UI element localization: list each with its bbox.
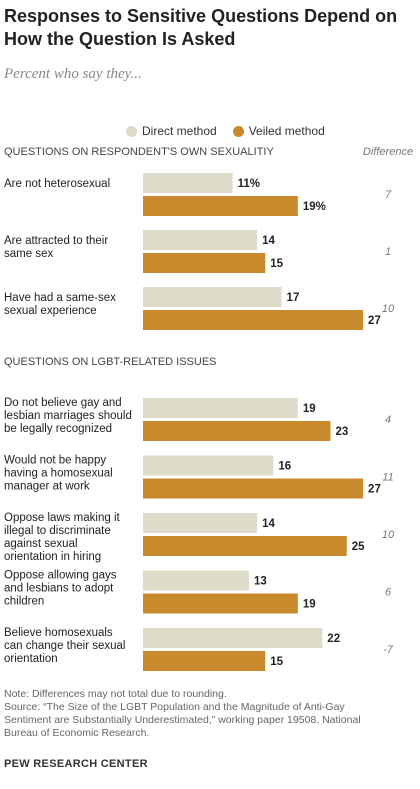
bar-direct — [143, 570, 249, 591]
category-label: can change their sexual — [4, 640, 125, 652]
bar-direct — [143, 628, 323, 648]
category-label: Are attracted to their — [4, 235, 108, 247]
bar-veiled — [143, 478, 364, 499]
data-label-direct: 17 — [287, 292, 300, 304]
data-label-direct: 19 — [303, 403, 316, 415]
category-label: same sex — [4, 248, 53, 260]
legend-item-veiled: Veiled method — [232, 124, 325, 138]
data-label-direct: 13 — [254, 576, 267, 588]
legend-label-veiled: Veiled method — [248, 124, 325, 138]
bar-veiled — [143, 310, 364, 330]
difference-value: 11 — [382, 472, 393, 484]
category-label: orientation in hiring — [4, 551, 101, 563]
category-label: illegal to discriminate — [4, 525, 111, 537]
category-label: orientation — [4, 653, 58, 665]
chart-title: Responses to Sensitive Questions Depend … — [4, 6, 398, 49]
category-label: Would not be happy — [4, 455, 106, 467]
data-label-veiled: 15 — [270, 258, 283, 270]
data-label-veiled: 19 — [303, 599, 316, 611]
source-line: Bureau of Economic Research. — [4, 727, 150, 739]
bar-direct — [143, 398, 298, 418]
data-label-direct: 22 — [327, 633, 340, 645]
category-label: and lesbians to adopt — [4, 583, 114, 595]
category-label: Oppose laws making it — [4, 512, 120, 524]
bar-direct — [143, 230, 258, 250]
difference-value: 4 — [385, 414, 391, 426]
bar-direct — [143, 173, 233, 193]
category-label: Believe homosexuals — [4, 627, 113, 639]
legend-label-direct: Direct method — [142, 124, 217, 138]
data-label-veiled: 23 — [335, 426, 348, 438]
legend: Direct method Veiled method — [126, 124, 341, 138]
category-label: against sexual — [4, 538, 78, 550]
bar-chart: Difference QUESTIONS ON RESPONDENT'S OWN … — [4, 146, 413, 671]
bar-direct — [143, 287, 282, 307]
category-label: children — [4, 596, 44, 608]
difference-value: 10 — [382, 303, 395, 315]
category-label: be legally recognized — [4, 423, 112, 435]
bar-veiled — [143, 536, 347, 556]
category-label: lesbian marriages should — [4, 410, 132, 422]
chart-subtitle: Percent who say they... — [4, 66, 142, 82]
category-label: Are not heterosexual — [4, 178, 110, 190]
data-label-direct: 14 — [262, 518, 275, 530]
bar-veiled — [143, 651, 266, 671]
legend-swatch-direct — [126, 125, 137, 137]
section-header: QUESTIONS ON RESPONDENT'S OWN SEXUALITIY — [4, 146, 274, 158]
difference-header: Difference — [363, 146, 413, 158]
difference-value: 7 — [385, 189, 392, 201]
category-label: manager at work — [4, 481, 90, 493]
data-label-direct: 11% — [238, 178, 260, 190]
bar-direct — [143, 455, 274, 476]
data-label-direct: 14 — [262, 235, 275, 247]
data-label-veiled: 25 — [352, 541, 365, 553]
legend-swatch-veiled — [232, 125, 244, 137]
difference-value: -7 — [383, 644, 394, 656]
category-label: Have had a same-sex — [4, 292, 116, 304]
legend-item-direct: Direct method — [126, 124, 217, 138]
difference-value: 6 — [385, 587, 392, 599]
note-line: Note: Differences may not total due to r… — [4, 688, 227, 700]
category-label: sexual experience — [4, 305, 97, 317]
category-label: Oppose allowing gays — [4, 570, 117, 582]
bar-veiled — [143, 421, 331, 441]
source-line: Source: “The Size of the LGBT Population… — [4, 701, 345, 713]
chart-notes: Note: Differences may not total due to r… — [4, 688, 416, 740]
difference-value: 1 — [385, 246, 391, 258]
data-label-veiled: 27 — [368, 484, 381, 496]
data-label-veiled: 27 — [368, 315, 381, 327]
data-label-veiled: 15 — [270, 656, 283, 668]
category-label: having a homosexual — [4, 468, 113, 480]
data-label-veiled: 19% — [303, 201, 326, 213]
bar-direct — [143, 513, 258, 533]
difference-value: 10 — [382, 529, 395, 541]
data-label-direct: 16 — [278, 461, 291, 473]
bar-veiled — [143, 196, 298, 216]
bar-veiled — [143, 253, 266, 273]
section-header: QUESTIONS ON LGBT-RELATED ISSUES — [4, 356, 217, 368]
category-label: Do not believe gay and — [4, 397, 122, 409]
source-line: Sentiment are Substantially Underestimat… — [4, 714, 361, 726]
bar-veiled — [143, 593, 298, 614]
source-organization: PEW RESEARCH CENTER — [4, 758, 148, 770]
